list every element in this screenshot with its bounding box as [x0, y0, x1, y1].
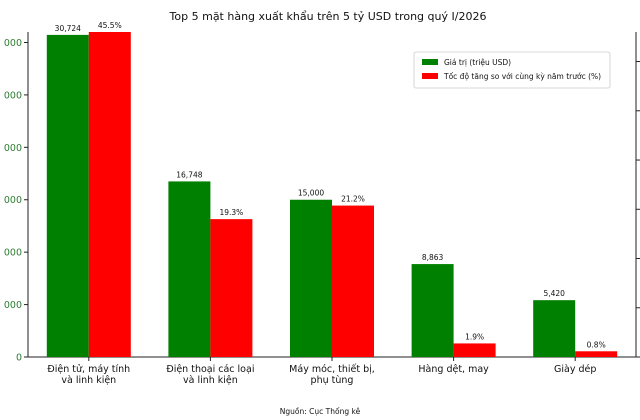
data-label-growth: 19.3% — [219, 208, 243, 217]
legend-frame — [413, 51, 611, 89]
y-tick-label: 000 — [4, 248, 22, 259]
data-label-growth: 45.5% — [98, 21, 122, 30]
bar-value — [46, 34, 89, 357]
y-tick-label: 0 — [16, 353, 22, 364]
source-note: Nguồn: Cục Thống kê — [280, 407, 361, 416]
legend-label-growth: Tốc độ tăng so với cùng kỳ năm trước (%) — [443, 72, 601, 81]
legend-label-value: Giá trị (triệu USD) — [444, 58, 511, 67]
data-label-value: 16,748 — [176, 170, 202, 179]
bars — [46, 32, 618, 357]
chart-title: Top 5 mặt hàng xuất khẩu trên 5 tỷ USD t… — [169, 10, 487, 23]
bar-value — [411, 264, 454, 357]
category-label: và linh kiện — [183, 375, 238, 386]
y-tick-label: 000 — [4, 300, 22, 311]
category-label: Máy móc, thiết bị, — [289, 364, 375, 375]
y-tick-label: 000 — [4, 90, 22, 101]
data-label-value: 5,420 — [543, 289, 565, 298]
bar-growth — [210, 219, 253, 357]
y-tick-label: 000 — [4, 143, 22, 154]
bar-growth — [332, 205, 374, 357]
bar-growth — [88, 32, 131, 357]
data-labels: 30,724 45.5% 16,748 19.3% 15,000 21.2% 8,863 1.… — [55, 21, 606, 349]
data-label-value: 30,724 — [55, 24, 81, 33]
category-label: phụ tùng — [311, 375, 354, 386]
bar-value — [290, 199, 332, 357]
data-label-value: 15,000 — [298, 189, 324, 198]
bar-value — [533, 300, 576, 357]
category-label: Điện thoại các loại — [166, 364, 254, 375]
data-label-value: 8,863 — [422, 253, 444, 262]
legend: Giá trị (triệu USD) Tốc độ tăng so với c… — [413, 51, 611, 89]
data-label-growth: 21.2% — [341, 195, 365, 204]
bar-value — [168, 181, 211, 357]
legend-swatch-value — [422, 59, 438, 65]
bar-growth — [453, 343, 496, 357]
category-label: và linh kiện — [61, 375, 116, 386]
legend-swatch-growth — [422, 73, 438, 79]
category-label: Giày dép — [554, 364, 596, 375]
y-tick-label: 000 — [4, 195, 22, 206]
data-label-growth: 0.8% — [587, 340, 606, 349]
data-label-growth: 1.9% — [465, 332, 484, 341]
category-label: Điện tử, máy tính — [47, 364, 130, 375]
y-tick-label: 000 — [4, 38, 22, 49]
category-label: Hàng dệt, may — [418, 364, 489, 375]
bar-growth — [575, 351, 618, 357]
